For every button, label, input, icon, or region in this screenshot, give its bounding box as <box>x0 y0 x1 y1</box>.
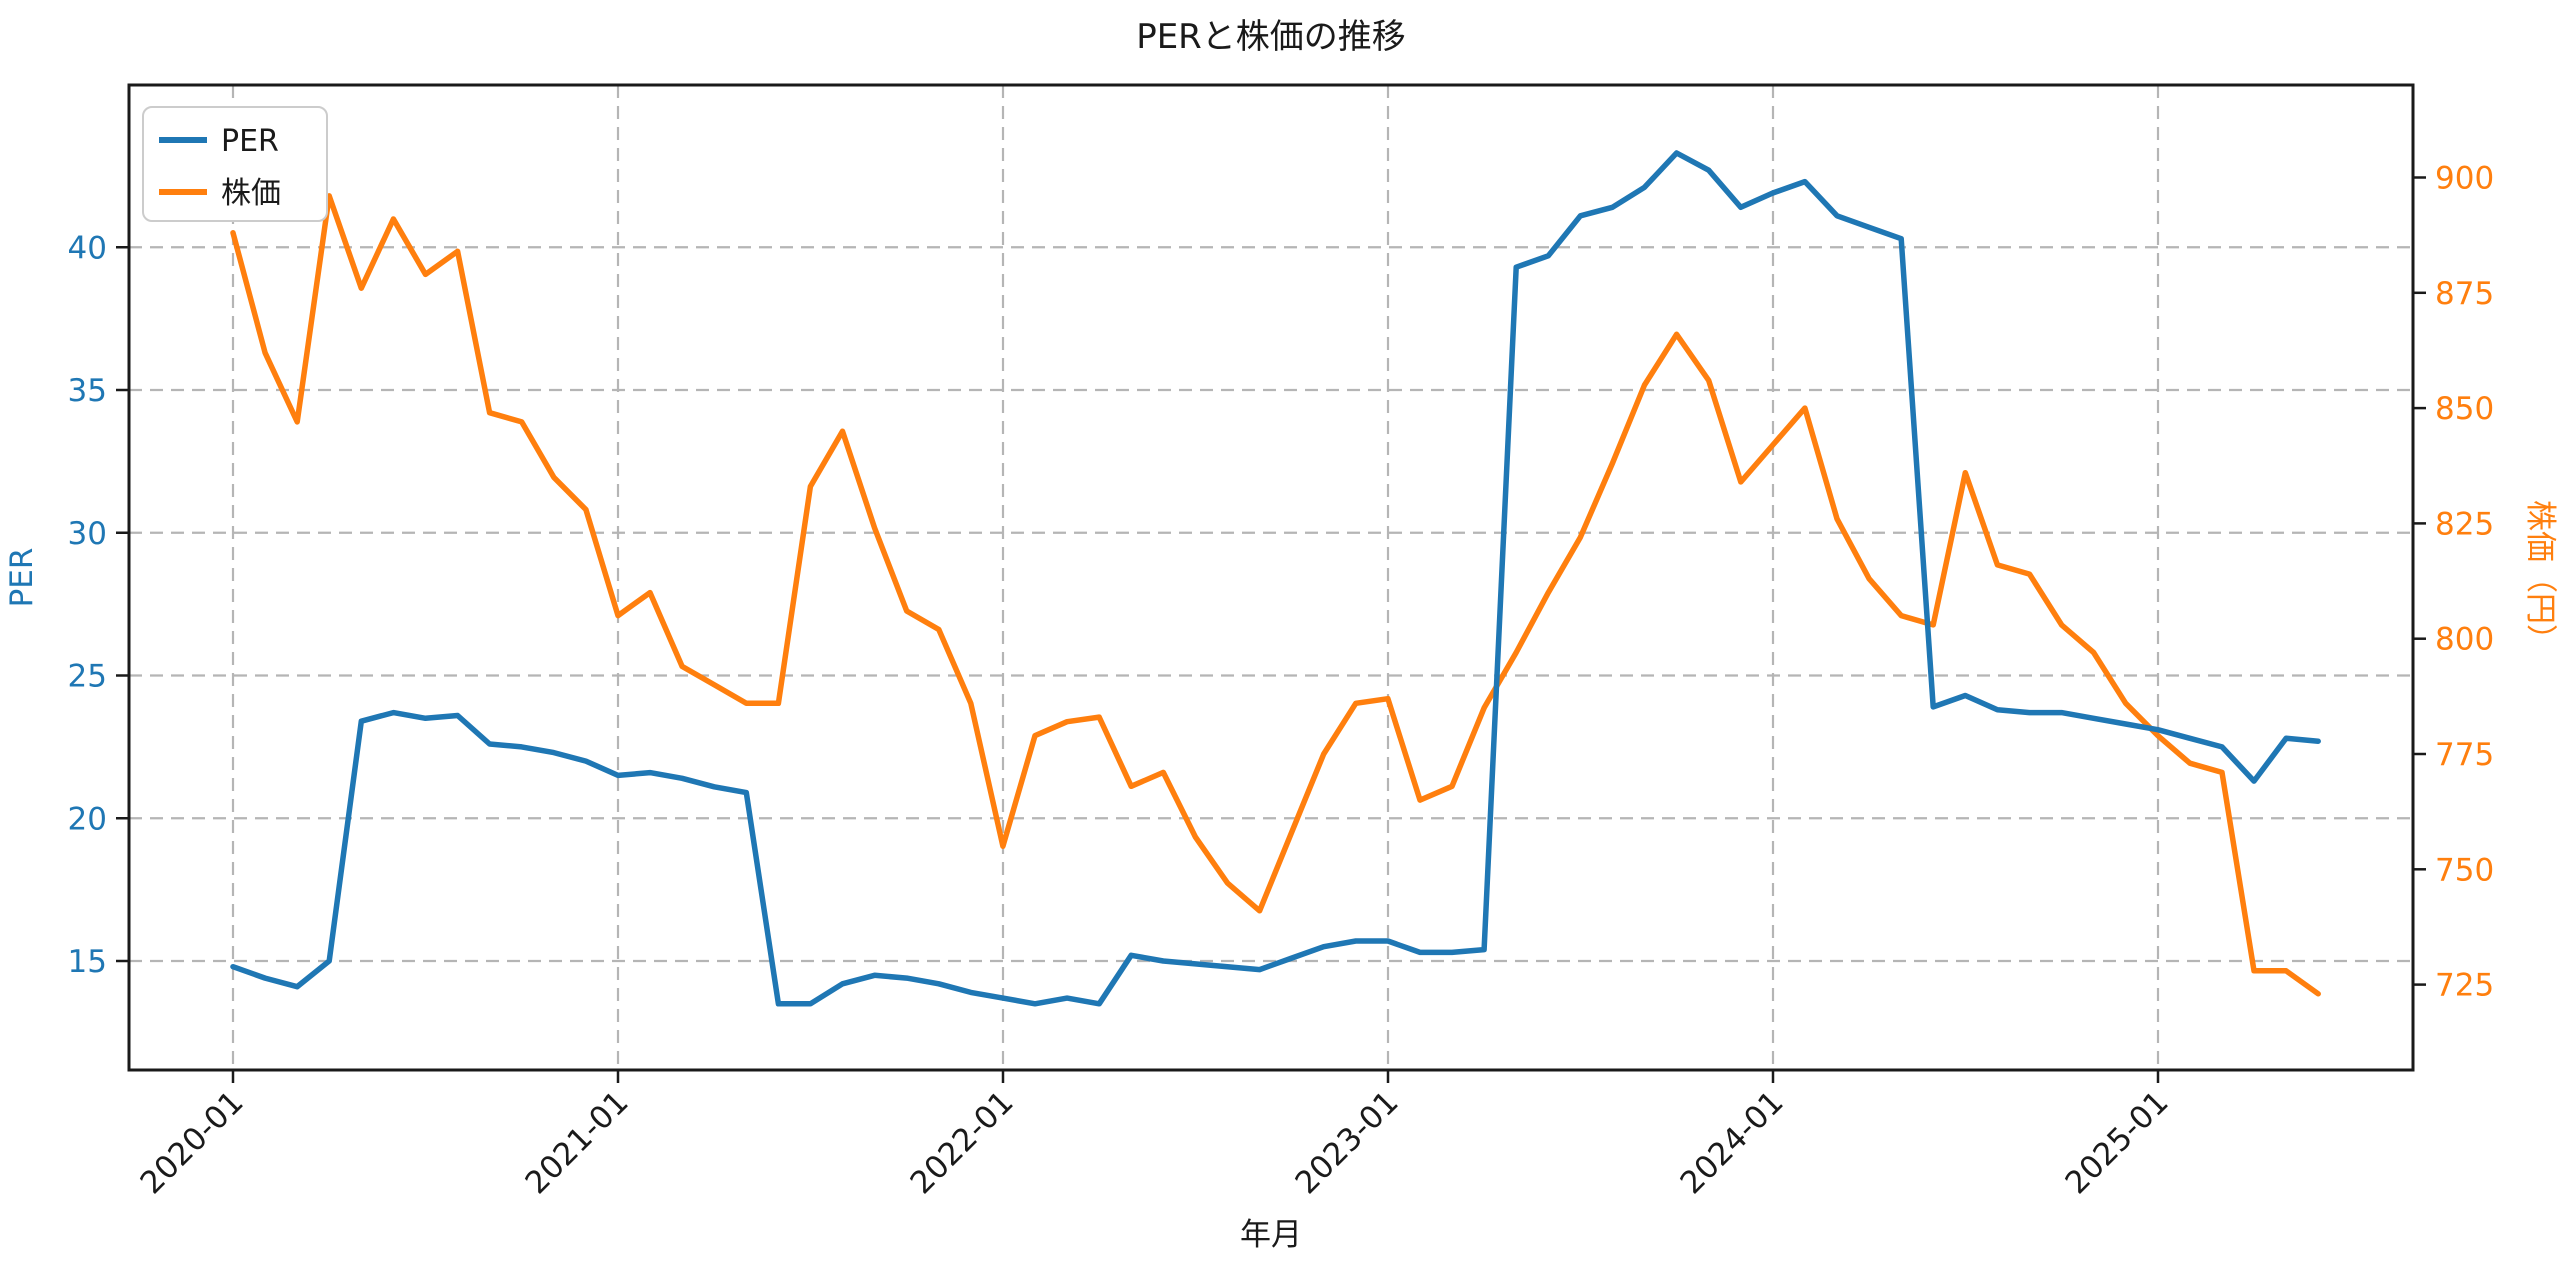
y-axis-label-left: PER <box>4 548 40 608</box>
left-tick-label: 30 <box>68 516 107 552</box>
chart-title: PERと株価の推移 <box>1136 17 1406 57</box>
left-tick-label: 40 <box>68 230 107 266</box>
right-tick-label: 875 <box>2435 276 2494 312</box>
legend: PER 株価 <box>142 106 328 222</box>
left-tick-label: 20 <box>68 801 107 837</box>
legend-price-label: 株価 <box>221 176 281 211</box>
grid-lines <box>129 85 2413 1070</box>
x-tick-label: 2023-01 <box>1289 1084 1406 1201</box>
legend-per-label: PER <box>221 124 279 159</box>
right-tick-label: 900 <box>2435 161 2494 197</box>
price-line <box>230 193 2321 997</box>
right-tick-label: 750 <box>2435 852 2494 888</box>
plot-spines <box>127 83 2415 1072</box>
x-tick-label: 2020-01 <box>134 1084 251 1201</box>
right-tick-label: 775 <box>2435 737 2494 773</box>
left-tick-label: 15 <box>68 944 107 980</box>
x-tick-label: 2025-01 <box>2059 1084 2176 1201</box>
left-tick-label: 25 <box>68 659 107 695</box>
right-tick-label: 825 <box>2435 506 2494 542</box>
right-tick-label: 800 <box>2435 622 2494 658</box>
x-tick-label: 2022-01 <box>904 1084 1021 1201</box>
x-tick-label: 2024-01 <box>1674 1084 1791 1201</box>
left-tick-label: 35 <box>68 373 107 409</box>
per-line <box>230 150 2321 1007</box>
right-tick-label: 725 <box>2435 968 2494 1004</box>
x-axis-label: 年月 <box>1240 1217 1302 1253</box>
axis-ticks: 15 20 25 30 35 40 725 750 775 800 825 850 875 900 2020… <box>68 161 2495 1202</box>
y-axis-label-right: 株価（円） <box>2522 500 2558 655</box>
x-tick-label: 2021-01 <box>519 1084 636 1201</box>
right-tick-label: 850 <box>2435 391 2494 427</box>
plot-border <box>127 83 2415 1072</box>
